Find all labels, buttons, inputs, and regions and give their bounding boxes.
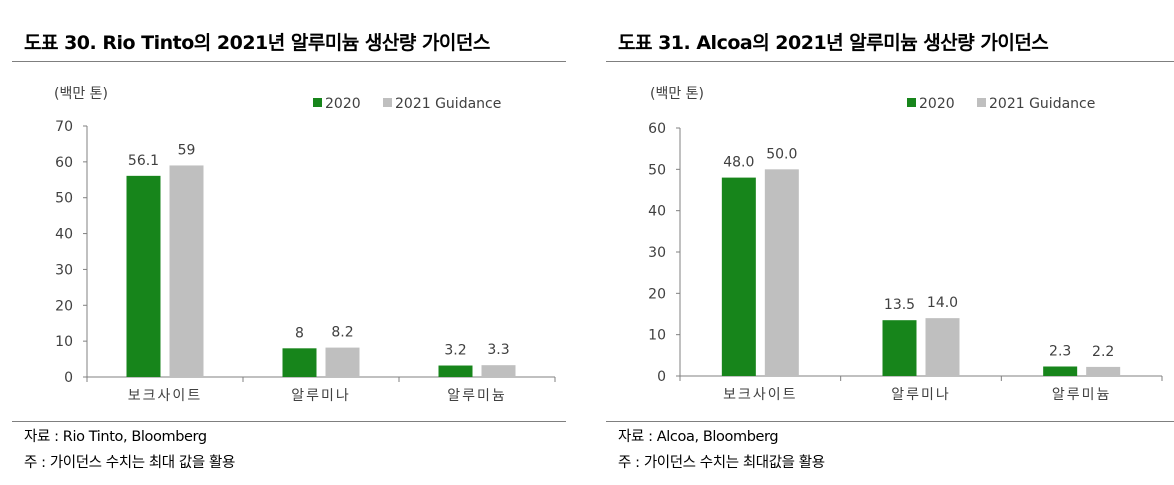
y-tick-label: 20 — [55, 298, 73, 314]
data-label: 59 — [178, 142, 196, 158]
y-tick-label: 40 — [648, 204, 666, 220]
bar-2020 — [882, 320, 917, 376]
data-label: 3.2 — [444, 343, 466, 359]
y-tick-label: 10 — [55, 334, 73, 350]
data-label: 8 — [295, 325, 304, 341]
bar-2020 — [282, 348, 317, 377]
x-category-label: 보크사이트 — [723, 387, 797, 403]
y-tick-label: 50 — [648, 162, 666, 178]
title-divider — [12, 61, 566, 62]
bar-2020 — [721, 177, 756, 376]
footnote: 주 : 가이던스 수치는 최대값을 활용 — [618, 455, 825, 471]
bar-2021-guidance — [169, 165, 204, 377]
bar-2021-guidance — [481, 365, 516, 377]
title-divider — [606, 61, 1174, 62]
data-label: 48.0 — [723, 155, 754, 171]
y-tick-label: 30 — [55, 262, 73, 278]
source-note: 자료 : Rio Tinto, Bloomberg — [24, 429, 207, 445]
data-label: 3.3 — [487, 342, 509, 358]
y-tick-label: 60 — [648, 121, 666, 137]
data-label: 50.0 — [766, 146, 797, 162]
x-category-label: 알루미늄 — [1052, 387, 1112, 403]
footnote: 주 : 가이던스 수치는 최대 값을 활용 — [24, 455, 235, 471]
bar-2020 — [438, 365, 473, 377]
legend-label: 2020 — [325, 96, 361, 112]
x-category-label: 보크사이트 — [128, 388, 202, 404]
data-label: 8.2 — [331, 325, 353, 341]
bar-chart-alcoa: (백만 톤) 2020 2021 Guidance 0 10 20 30 40 50 60 보크사이… — [648, 86, 1163, 403]
footer-divider — [606, 421, 1174, 422]
data-label: 2.2 — [1092, 344, 1114, 360]
bar-2021-guidance — [764, 169, 799, 376]
y-axis-unit-label: (백만 톤) — [54, 86, 108, 102]
x-category-label: 알루미나 — [891, 387, 951, 403]
x-category-label: 알루미늄 — [447, 388, 507, 404]
bar-2020 — [1043, 366, 1078, 376]
data-label: 2.3 — [1049, 343, 1071, 359]
y-tick-label: 40 — [55, 227, 73, 243]
bar-2021-guidance — [925, 318, 960, 376]
y-tick-label: 10 — [648, 328, 666, 344]
x-category-label: 알루미나 — [291, 388, 351, 404]
footer-divider — [12, 421, 566, 422]
y-tick-label: 50 — [55, 191, 73, 207]
chart-title: 도표 31. Alcoa의 2021년 알루미늄 생산량 가이던스 — [618, 32, 1049, 54]
legend-swatch — [907, 98, 916, 107]
chart-panel-rio-tinto: 도표 30. Rio Tinto의 2021년 알루미늄 생산량 가이던스 (백… — [0, 0, 580, 485]
legend-label: 2021 Guidance — [989, 96, 1095, 112]
source-note: 자료 : Alcoa, Bloomberg — [618, 429, 779, 445]
data-label: 14.0 — [927, 295, 958, 311]
chart-panel-alcoa: 도표 31. Alcoa의 2021년 알루미늄 생산량 가이던스 (백만 톤)… — [594, 0, 1174, 485]
bar-2021-guidance — [1086, 366, 1121, 376]
legend-label: 2020 — [919, 96, 955, 112]
bar-2020 — [126, 175, 161, 377]
bar-chart-rio-tinto: (백만 톤) 2020 2021 Guidance 0 10 20 30 40 50 60 70 보크… — [54, 86, 556, 404]
y-tick-label: 0 — [657, 369, 666, 385]
y-axis-unit-label: (백만 톤) — [650, 86, 704, 102]
legend-swatch — [313, 98, 322, 107]
legend-swatch — [383, 98, 392, 107]
legend-label: 2021 Guidance — [395, 96, 501, 112]
y-tick-label: 30 — [648, 245, 666, 261]
data-label: 56.1 — [128, 153, 159, 169]
legend-swatch — [977, 98, 986, 107]
chart-title: 도표 30. Rio Tinto의 2021년 알루미늄 생산량 가이던스 — [24, 32, 490, 54]
y-tick-label: 20 — [648, 286, 666, 302]
data-label: 13.5 — [884, 297, 915, 313]
y-tick-label: 70 — [55, 119, 73, 135]
y-tick-label: 60 — [55, 155, 73, 171]
y-tick-label: 0 — [64, 370, 73, 386]
bar-2021-guidance — [325, 347, 360, 377]
